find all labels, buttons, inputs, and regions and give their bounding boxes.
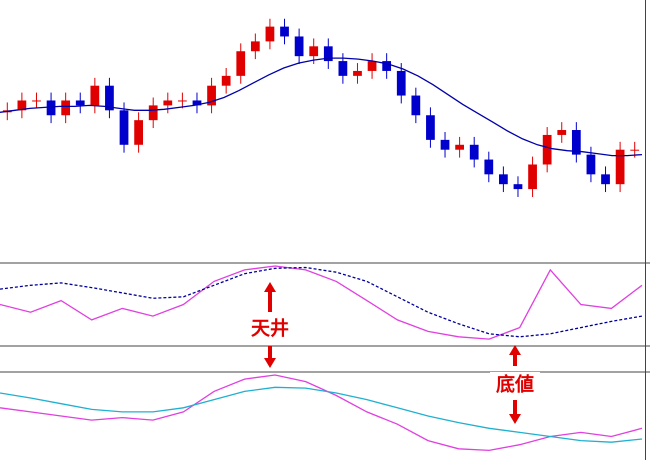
candle-body	[265, 26, 275, 42]
candle-body	[601, 174, 610, 185]
annotation: 天井	[251, 318, 289, 340]
candle-body	[557, 130, 567, 135]
candle-body	[221, 75, 231, 86]
label-bg	[490, 372, 540, 398]
candle-body	[586, 154, 596, 175]
candle-body	[236, 51, 246, 76]
candle-body	[178, 100, 187, 102]
candle-body	[280, 26, 289, 37]
arrow	[264, 346, 276, 368]
arrow	[509, 400, 521, 424]
plot	[0, 18, 643, 452]
candle-body	[499, 174, 508, 185]
candle-body	[571, 130, 581, 155]
candle-body	[163, 100, 173, 106]
label-bg	[246, 316, 294, 342]
candle-body	[528, 164, 537, 190]
line	[0, 265, 643, 340]
candle-body	[426, 115, 435, 140]
candle-body	[484, 159, 494, 175]
candle-body	[615, 149, 625, 185]
candle-body	[353, 70, 362, 76]
line	[0, 386, 643, 443]
line	[0, 374, 643, 452]
candle-body	[207, 85, 216, 106]
candle-body	[469, 144, 479, 160]
candle-body	[542, 134, 552, 165]
candle-body	[323, 46, 333, 62]
annotation: 底値	[496, 373, 534, 396]
candle-body	[134, 120, 143, 145]
candle-body	[90, 85, 100, 106]
bottom-marker: 底値	[490, 345, 540, 424]
ceiling-marker: 天井	[246, 282, 294, 368]
candle-body	[630, 149, 640, 151]
candle-body	[382, 61, 392, 71]
line	[0, 266, 643, 338]
arrow	[264, 282, 276, 312]
candle-body	[61, 100, 71, 116]
candle-body	[338, 61, 348, 76]
candle-body	[250, 41, 260, 52]
candle-body	[294, 36, 304, 57]
candle-body	[455, 144, 464, 150]
candle-body	[75, 100, 85, 106]
arrow	[509, 345, 521, 366]
candle-body	[440, 139, 450, 150]
candle-body	[105, 85, 114, 111]
candle-body	[367, 61, 377, 71]
candle-body	[396, 70, 406, 96]
candle-body	[17, 100, 27, 111]
candle-body	[192, 100, 202, 106]
candle-body	[119, 110, 129, 145]
candle-body	[46, 100, 56, 116]
candle-body	[513, 184, 523, 190]
candle-body	[411, 95, 421, 116]
candle-body	[309, 46, 319, 57]
candle-body	[148, 105, 158, 121]
line	[0, 57, 643, 157]
candle-body	[32, 100, 41, 102]
